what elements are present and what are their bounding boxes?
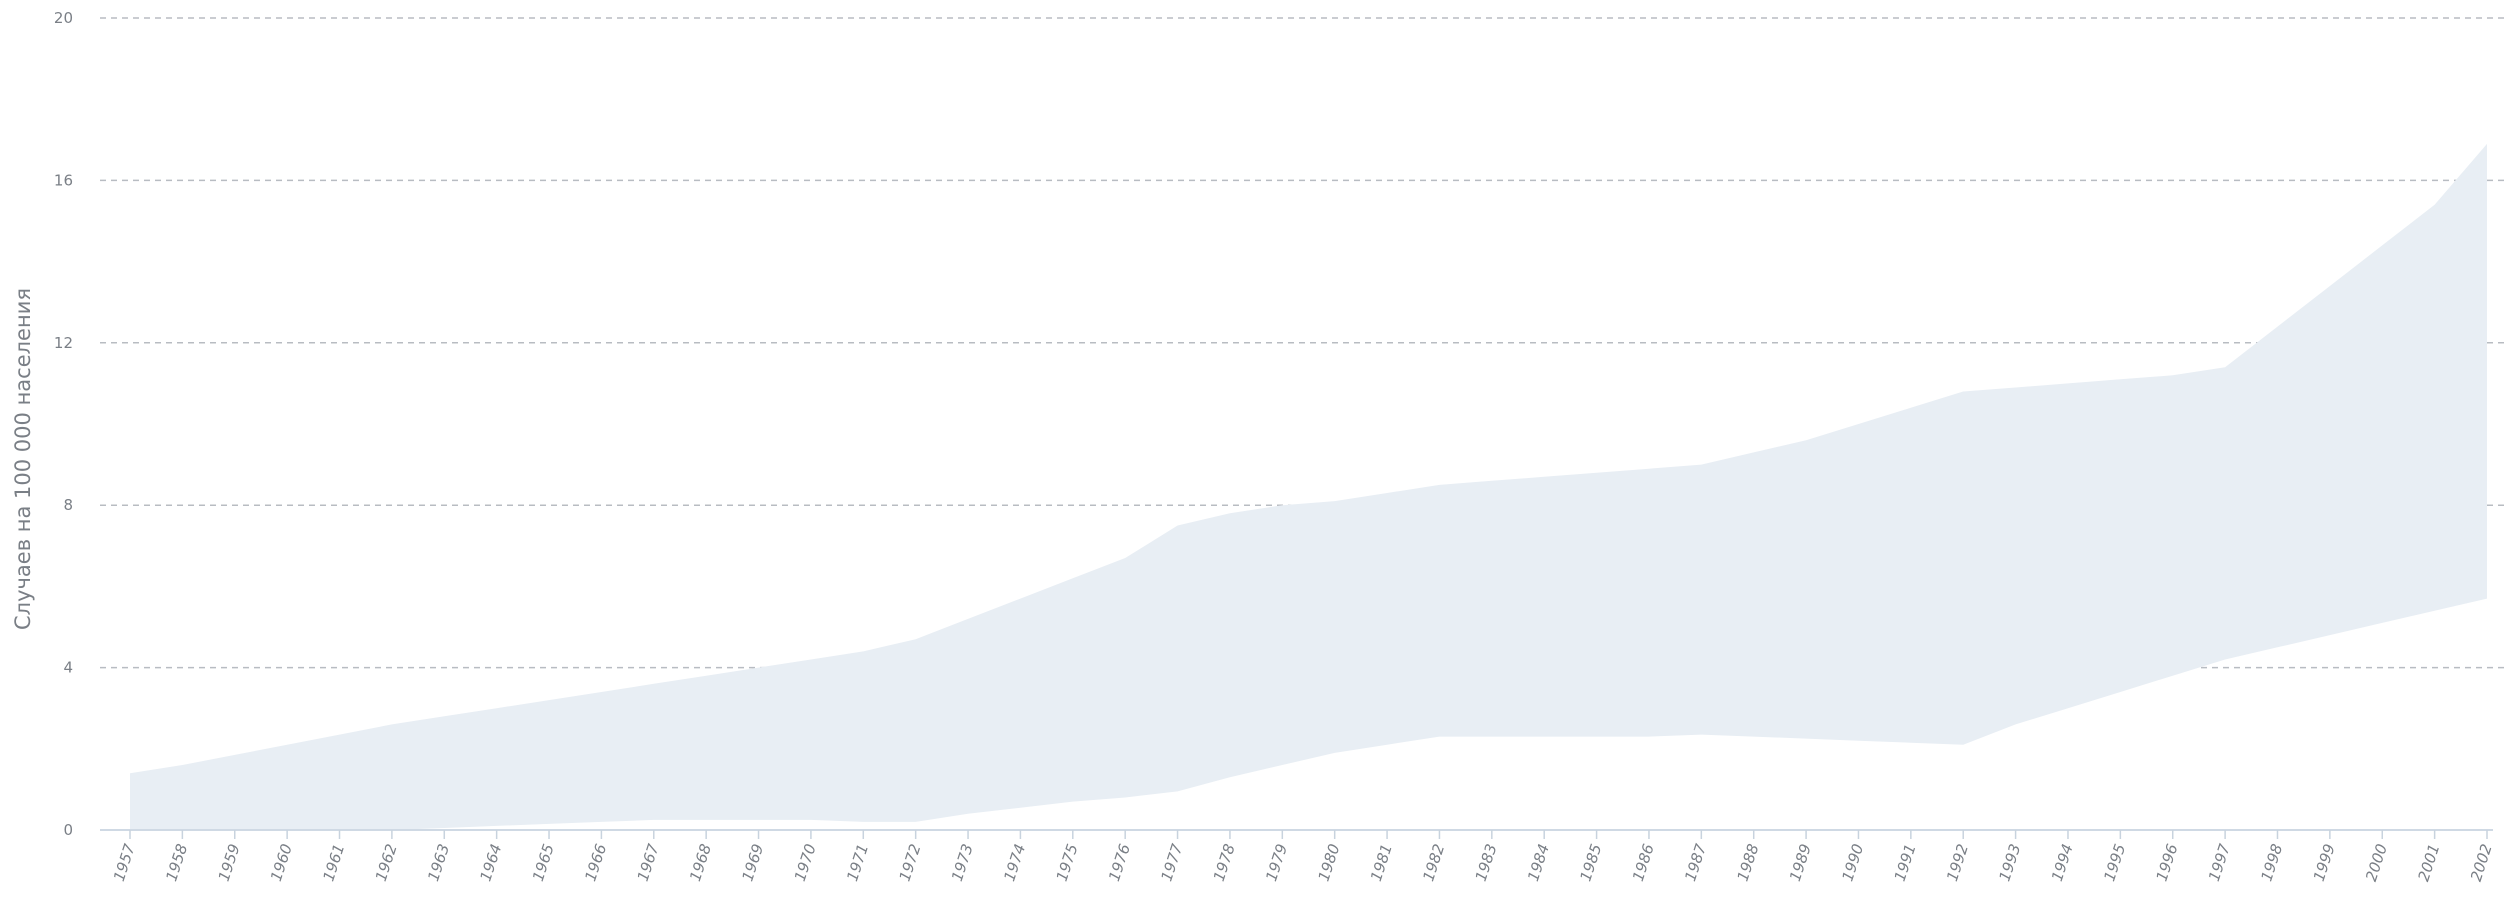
x-tick-label-1990: 1990 <box>1838 842 1867 884</box>
area-band <box>130 143 2487 830</box>
x-tick-label-1958: 1958 <box>162 842 191 884</box>
area-band-shape <box>130 143 2487 830</box>
x-tick-label-1975: 1975 <box>1053 842 1082 884</box>
x-tick-label-1962: 1962 <box>372 842 401 884</box>
x-tick-label-1968: 1968 <box>686 842 715 884</box>
y-tick-label-20: 20 <box>54 9 73 27</box>
x-tick-label-1988: 1988 <box>1734 842 1763 884</box>
x-tick-label-1957: 1957 <box>110 841 139 883</box>
x-tick-label-1969: 1969 <box>738 842 767 884</box>
x-tick-label-1996: 1996 <box>2153 842 2182 884</box>
x-tick-label-1984: 1984 <box>1524 842 1553 884</box>
x-tick-label-1989: 1989 <box>1786 842 1815 884</box>
x-tick-label-1991: 1991 <box>1891 842 1920 884</box>
x-tick-label-1994: 1994 <box>2048 842 2077 884</box>
x-tick-label-1961: 1961 <box>319 842 348 884</box>
x-tick-label-2001: 2001 <box>2414 842 2443 884</box>
x-tick-label-1960: 1960 <box>267 842 296 884</box>
x-tick-label-1986: 1986 <box>1629 842 1658 884</box>
y-axis: 0 4 8 12 16 20 <box>54 9 73 839</box>
y-tick-label-16: 16 <box>54 171 73 189</box>
x-tick-label-1977: 1977 <box>1157 841 1186 883</box>
x-tick-label-1987: 1987 <box>1681 841 1710 883</box>
x-tick-label-1959: 1959 <box>215 842 244 884</box>
x-tick-label-1971: 1971 <box>843 842 872 884</box>
y-tick-label-8: 8 <box>63 496 73 514</box>
y-tick-label-4: 4 <box>63 659 73 677</box>
x-tick-label-2000: 2000 <box>2362 842 2391 884</box>
x-tick-label-1995: 1995 <box>2100 842 2129 884</box>
x-axis: 1957 1958 1959 1960 1961 1962 1963 1964 1965 1966… <box>100 829 2496 884</box>
x-tick-label-1981: 1981 <box>1367 842 1396 884</box>
y-tick-label-12: 12 <box>54 334 73 352</box>
x-tick-label-1992: 1992 <box>1943 842 1972 884</box>
x-tick-label-1978: 1978 <box>1210 842 1239 884</box>
x-tick-label-1985: 1985 <box>1576 842 1605 884</box>
x-tick-label-1993: 1993 <box>1995 842 2024 884</box>
x-tick-label-1998: 1998 <box>2257 842 2286 884</box>
x-tick-label-1974: 1974 <box>1000 842 1029 884</box>
x-tick-label-1966: 1966 <box>581 842 610 884</box>
x-tick-label-1963: 1963 <box>424 842 453 884</box>
x-tick-label-1983: 1983 <box>1472 842 1501 884</box>
x-tick-label-1999: 1999 <box>2310 842 2339 884</box>
x-tick-label-1965: 1965 <box>529 842 558 884</box>
x-tick-label-1964: 1964 <box>476 842 505 884</box>
x-tick-label-1970: 1970 <box>791 842 820 884</box>
y-tick-label-0: 0 <box>63 821 73 839</box>
x-tick-label-1973: 1973 <box>948 842 977 884</box>
x-tick-label-1979: 1979 <box>1262 842 1291 884</box>
x-tick-label-1967: 1967 <box>634 841 663 883</box>
x-tick-label-1972: 1972 <box>896 842 925 884</box>
x-tick-label-1997: 1997 <box>2205 841 2234 883</box>
x-tick-label-1982: 1982 <box>1419 842 1448 884</box>
x-tick-label-1976: 1976 <box>1105 842 1134 884</box>
x-tick-label-1980: 1980 <box>1315 842 1344 884</box>
x-tick-label-2002: 2002 <box>2467 842 2496 884</box>
y-axis-label: Случаев на 100 000 населения <box>11 288 35 630</box>
